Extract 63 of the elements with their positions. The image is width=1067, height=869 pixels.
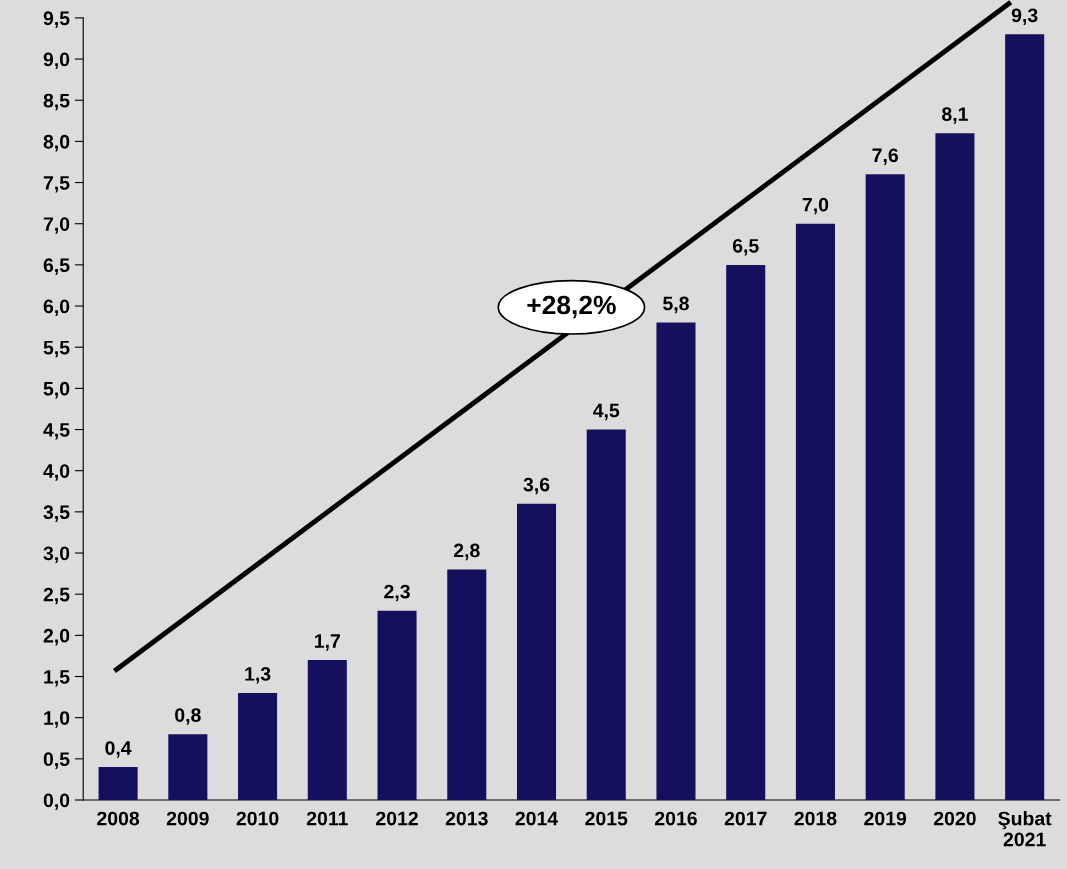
bar xyxy=(168,734,208,800)
data-label: 5,8 xyxy=(663,296,689,314)
annotation: +28,2% xyxy=(527,295,616,319)
bar xyxy=(98,767,138,800)
y-tick-label: 8,0 xyxy=(43,134,70,152)
data-label: 2,8 xyxy=(453,543,480,561)
y-tick-label: 5,0 xyxy=(43,381,70,399)
y-tick-label: 1,5 xyxy=(44,670,70,687)
bar xyxy=(307,660,347,800)
bar xyxy=(865,174,905,800)
x-tick-label: 2015 xyxy=(585,811,628,826)
y-tick-label: 0,5 xyxy=(43,752,70,769)
bar xyxy=(656,322,696,800)
data-label: 7,0 xyxy=(802,197,829,215)
data-label: 1,3 xyxy=(245,667,271,684)
x-tick-label: 2012 xyxy=(376,811,418,826)
bar xyxy=(447,569,487,800)
data-label: 3,6 xyxy=(523,477,550,495)
data-label: 1,7 xyxy=(315,634,340,651)
data-label: 0,8 xyxy=(175,708,201,725)
y-tick-label: 3,5 xyxy=(43,505,70,522)
y-tick-label: 9,0 xyxy=(43,52,70,70)
x-tick-label: 2009 xyxy=(166,811,209,826)
x-tick-label: Şubat 2021 xyxy=(998,811,1052,847)
x-tick-label: 2017 xyxy=(724,811,767,826)
y-tick-label: 2,5 xyxy=(43,587,70,605)
bar xyxy=(795,223,835,800)
y-tick-label: 6,5 xyxy=(43,258,70,275)
y-tick-label: 7,5 xyxy=(43,176,70,193)
data-label: 2,3 xyxy=(384,584,410,602)
data-label: 0,4 xyxy=(105,741,132,758)
y-tick-label: 4,0 xyxy=(43,464,70,481)
y-tick-label: 6,0 xyxy=(43,299,70,317)
bar xyxy=(377,610,417,800)
y-tick-label: 4,5 xyxy=(43,423,70,440)
bar xyxy=(586,429,626,800)
x-tick-label: 2008 xyxy=(97,811,140,826)
x-tick-label: 2016 xyxy=(655,811,697,826)
bar xyxy=(516,503,557,800)
x-tick-label: 2020 xyxy=(933,811,976,826)
bar xyxy=(726,264,766,800)
y-tick-label: 9,5 xyxy=(43,11,70,28)
y-tick-label: 8,5 xyxy=(43,93,70,111)
bar xyxy=(935,133,975,800)
y-tick-label: 1,0 xyxy=(44,711,70,728)
data-label: 6,5 xyxy=(732,238,759,256)
y-tick-label: 7,0 xyxy=(43,217,70,234)
y-tick-label: 3,0 xyxy=(43,546,70,564)
x-tick-label: 2018 xyxy=(794,811,837,826)
x-tick-label: 2014 xyxy=(515,811,559,826)
data-label: 8,1 xyxy=(942,107,968,124)
x-tick-label: 2013 xyxy=(445,811,488,826)
y-tick-label: 5,5 xyxy=(43,340,70,358)
x-tick-label: 2019 xyxy=(864,811,907,826)
y-tick-label: 0,0 xyxy=(43,793,70,811)
data-label: 9,3 xyxy=(1011,8,1038,26)
y-tick-label: 2,0 xyxy=(43,628,70,646)
x-tick-label: 2011 xyxy=(306,811,348,826)
bar xyxy=(238,692,278,800)
data-label: 4,5 xyxy=(593,403,620,421)
bar xyxy=(1005,34,1045,800)
data-label: 7,6 xyxy=(872,148,898,165)
x-tick-label: 2010 xyxy=(236,811,279,826)
